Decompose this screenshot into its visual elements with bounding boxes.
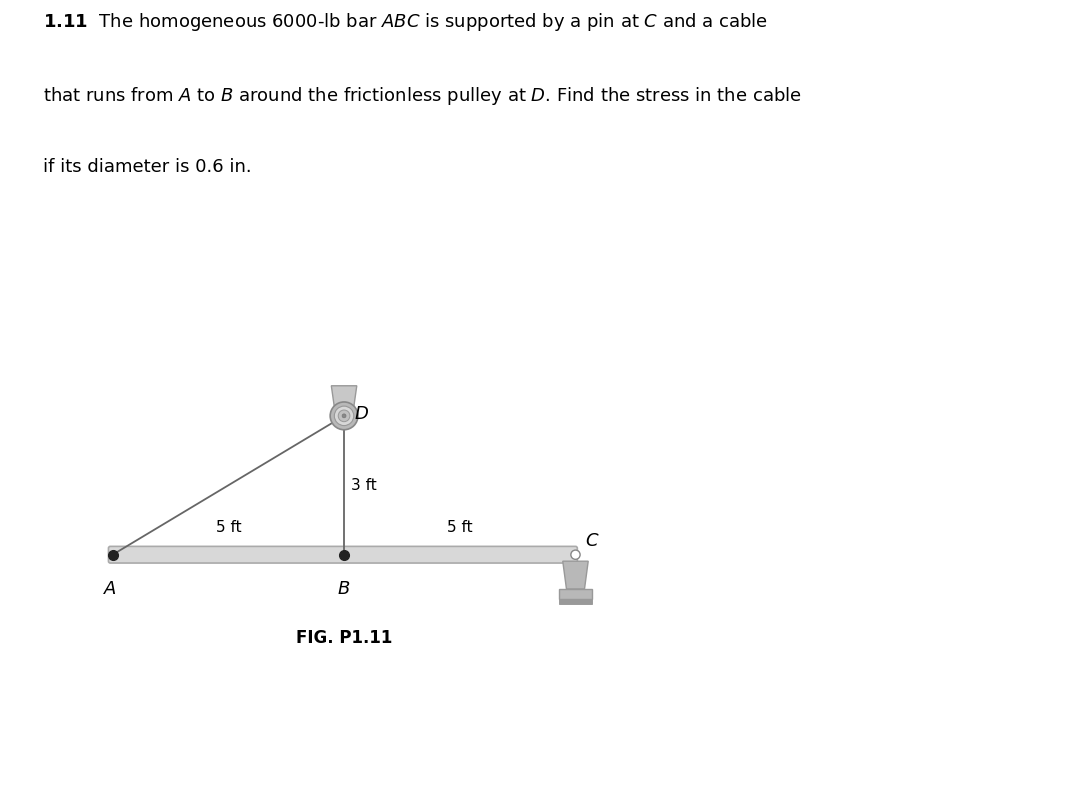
Text: C: C <box>585 532 598 550</box>
FancyBboxPatch shape <box>108 546 578 563</box>
Text: 5 ft: 5 ft <box>216 521 241 535</box>
Text: if its diameter is 0.6 in.: if its diameter is 0.6 in. <box>43 158 252 176</box>
Text: A: A <box>104 580 117 598</box>
Polygon shape <box>563 561 589 589</box>
Circle shape <box>342 414 346 418</box>
Text: $\mathbf{1.11}$  The homogeneous 6000-lb bar $\mathit{ABC}$ is supported by a pi: $\mathbf{1.11}$ The homogeneous 6000-lb … <box>43 11 768 33</box>
Bar <box>559 599 592 604</box>
Circle shape <box>330 402 357 430</box>
Circle shape <box>571 550 580 560</box>
Text: FIG. P1.11: FIG. P1.11 <box>296 629 392 647</box>
Text: B: B <box>338 580 350 598</box>
Circle shape <box>338 410 350 422</box>
Text: that runs from $\mathit{A}$ to $\mathit{B}$ around the frictionless pulley at $\: that runs from $\mathit{A}$ to $\mathit{… <box>43 84 801 107</box>
Text: 3 ft: 3 ft <box>351 478 377 493</box>
Circle shape <box>335 406 354 426</box>
Polygon shape <box>332 386 356 414</box>
Bar <box>559 589 592 599</box>
Text: 5 ft: 5 ft <box>447 521 473 535</box>
Text: D: D <box>354 404 368 423</box>
